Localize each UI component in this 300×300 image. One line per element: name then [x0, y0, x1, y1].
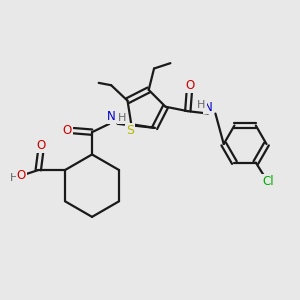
Text: H: H	[118, 113, 126, 124]
Text: O: O	[17, 169, 26, 182]
Text: N: N	[204, 100, 213, 113]
Text: H: H	[197, 100, 206, 110]
Text: S: S	[126, 124, 134, 137]
Text: O: O	[36, 139, 45, 152]
Text: O: O	[62, 124, 72, 137]
Text: Cl: Cl	[262, 175, 274, 188]
Text: H: H	[9, 173, 18, 183]
Text: N: N	[106, 110, 115, 123]
Text: O: O	[185, 79, 194, 92]
